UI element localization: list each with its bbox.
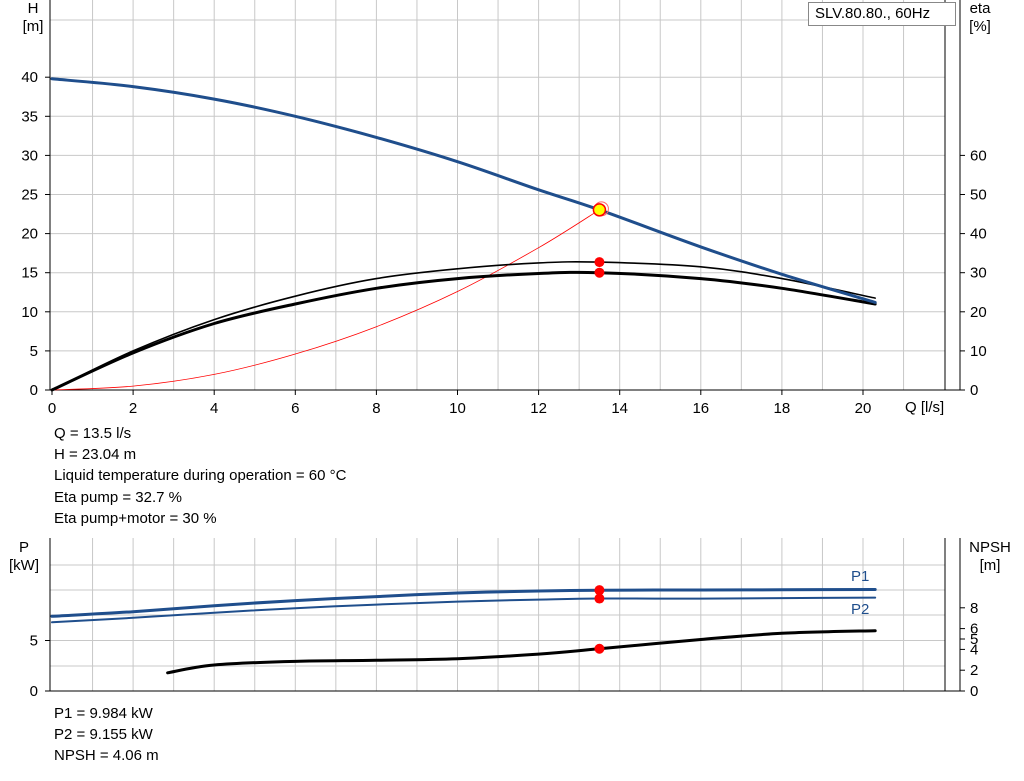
npsh-tick-label: 2 — [970, 662, 978, 679]
x-tick-label: 16 — [692, 400, 709, 417]
npsh-tick-label: 8 — [970, 600, 978, 617]
y-left-tick-label: 10 — [21, 304, 38, 321]
x-tick-label: 10 — [449, 400, 466, 417]
info-flow: Q = 13.5 l/s — [54, 425, 132, 442]
info-npsh: NPSH = 4.06 m — [54, 747, 159, 764]
p-axis-name: P — [18, 539, 29, 556]
npsh-curve — [166, 629, 877, 675]
chart-title-box: SLV.80.80., 60Hz — [808, 2, 956, 26]
info-p1: P1 = 9.984 kW — [54, 705, 153, 722]
npsh-axis-name: NPSH — [969, 539, 1011, 556]
p-tick-label: 0 — [30, 683, 38, 700]
npsh-tick-label: 0 — [970, 683, 978, 700]
eta-axis-unit: [%] — [969, 18, 991, 35]
npsh-operating-marker — [594, 643, 605, 654]
p1-operating-marker — [594, 585, 605, 596]
y-left-tick-label: 35 — [21, 108, 38, 125]
y-left-tick-label: 5 — [30, 343, 38, 360]
y-right-tick-label: 30 — [970, 265, 987, 282]
eta-pump-motor-marker — [594, 267, 605, 278]
y-left-tick-label: 30 — [21, 147, 38, 164]
npsh-tick-label: 5 — [970, 631, 978, 648]
y-right-tick-label: 20 — [970, 304, 987, 321]
tick-labels: 0 2 4 6 8 10 12 14 16 18 2005101520253035400102030… — [21, 69, 986, 700]
p2-curve-label: P2 — [851, 601, 870, 618]
top-left-axis-title: H [m] — [18, 0, 48, 36]
y-right-tick-label: 50 — [970, 187, 987, 204]
x-tick-label: 2 — [129, 400, 137, 417]
x-tick-label: 18 — [774, 400, 791, 417]
info-liquid-temperature: Liquid temperature during operation = 60… — [54, 467, 347, 484]
p-axis-unit: [kW] — [9, 557, 39, 574]
info-head: H = 23.04 m — [54, 446, 137, 463]
x-tick-label: 6 — [291, 400, 299, 417]
y-right-tick-label: 10 — [970, 343, 987, 360]
operating-point-marker — [592, 203, 607, 217]
head-curve — [50, 77, 877, 304]
h-axis-name: H — [27, 0, 39, 17]
info-eta-pump: Eta pump = 32.7 % — [54, 489, 182, 506]
x-tick-label: 12 — [530, 400, 547, 417]
p1-curve-label: P1 — [851, 568, 870, 585]
x-tick-label: 14 — [611, 400, 628, 417]
info-eta-pump-motor: Eta pump+motor = 30 % — [54, 510, 217, 527]
x-tick-label: 4 — [210, 400, 218, 417]
eta-pump-motor-curve — [50, 270, 877, 392]
x-tick-label: 0 — [48, 400, 56, 417]
system-curve-line — [51, 209, 600, 391]
y-left-tick-label: 25 — [21, 187, 38, 204]
p1-curve — [50, 588, 877, 618]
bottom-right-axis-title: NPSH [m] — [962, 539, 1018, 575]
y-right-tick-label: 0 — [970, 382, 978, 399]
eta-axis-name: eta — [969, 0, 991, 17]
x-tick-label: 20 — [855, 400, 872, 417]
y-left-tick-label: 40 — [21, 69, 38, 86]
y-left-tick-label: 0 — [30, 382, 38, 399]
eta-pump-curve — [51, 260, 876, 391]
y-left-tick-label: 20 — [21, 226, 38, 243]
top-plot-series — [50, 77, 877, 392]
npsh-tick-label: 4 — [970, 641, 978, 658]
y-right-tick-label: 40 — [970, 226, 987, 243]
top-plot-grid — [50, 0, 960, 390]
x-tick-label: 8 — [372, 400, 380, 417]
bottom-left-axis-title: P [kW] — [6, 539, 42, 575]
bottom-plot-axes — [49, 538, 961, 692]
eta-pump-marker — [594, 257, 605, 268]
npsh-tick-label: 6 — [970, 621, 978, 638]
q-axis-label: Q [l/s] — [905, 399, 945, 416]
p2-curve — [51, 596, 877, 624]
p2-operating-marker — [594, 593, 605, 604]
info-p2: P2 = 9.155 kW — [54, 726, 153, 743]
npsh-axis-unit: [m] — [979, 557, 1001, 574]
bottom-plot-series — [50, 585, 877, 675]
y-left-tick-label: 15 — [21, 265, 38, 282]
h-axis-unit: [m] — [22, 18, 44, 35]
top-right-axis-title: eta [%] — [962, 0, 998, 36]
p-tick-label: 5 — [30, 633, 38, 650]
y-right-tick-label: 60 — [970, 147, 987, 164]
